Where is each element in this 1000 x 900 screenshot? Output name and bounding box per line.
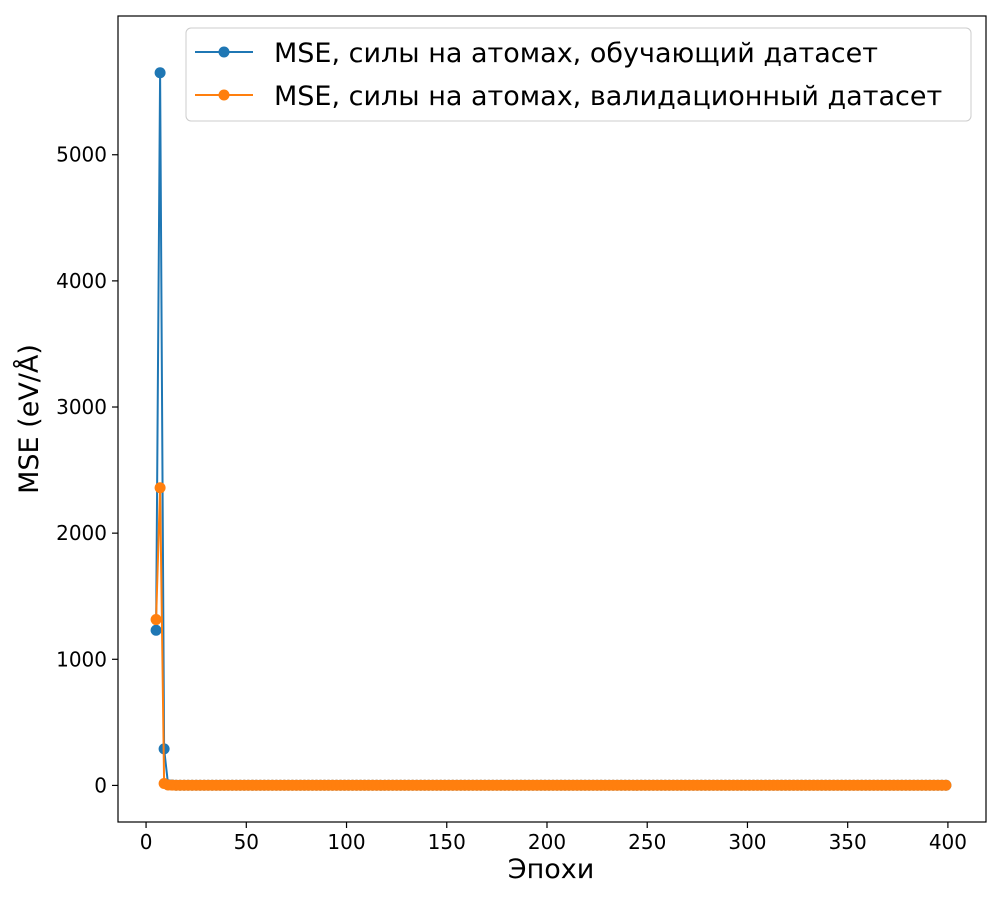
x-tick-label: 150 (428, 830, 466, 854)
data-point (154, 67, 166, 79)
y-tick-label: 3000 (56, 395, 107, 419)
legend-label-train: MSE, силы на атомах, обучающий датасет (274, 38, 878, 69)
x-tick-label: 300 (728, 830, 766, 854)
series-layer (150, 67, 952, 791)
y-tick-label: 0 (94, 773, 107, 797)
y-tick-label: 2000 (56, 521, 107, 545)
x-tick-label: 350 (829, 830, 867, 854)
x-tick-label: 200 (528, 830, 566, 854)
data-point (940, 779, 952, 791)
legend-box (185, 27, 972, 122)
legend-marker-train (218, 46, 230, 58)
x-axis-label: Эпохи (508, 854, 595, 885)
legend-label-validation: MSE, силы на атомах, валидационный датас… (274, 81, 942, 112)
x-tick-label: 400 (929, 830, 967, 854)
data-point (150, 614, 162, 626)
legend: MSE, силы на атомах, обучающий датасет M… (185, 27, 972, 122)
x-tick-label: 100 (327, 830, 365, 854)
plot-frame (117, 15, 987, 823)
legend-marker-validation (218, 89, 230, 101)
data-point (154, 482, 166, 494)
series-1 (150, 482, 952, 791)
y-tick-label: 1000 (56, 647, 107, 671)
x-tick-label: 50 (234, 830, 259, 854)
y-axis-label: MSE (eV/Å) (13, 344, 45, 494)
x-tick-label: 0 (140, 830, 153, 854)
y-tick-label: 5000 (56, 143, 107, 167)
data-point (150, 624, 162, 636)
y-tick-label: 4000 (56, 269, 107, 293)
x-axis: 0 50 100 150 200 250 300 350 400 (140, 822, 967, 854)
x-tick-label: 250 (628, 830, 666, 854)
y-axis: 0 1000 2000 3000 4000 5000 (56, 143, 118, 797)
